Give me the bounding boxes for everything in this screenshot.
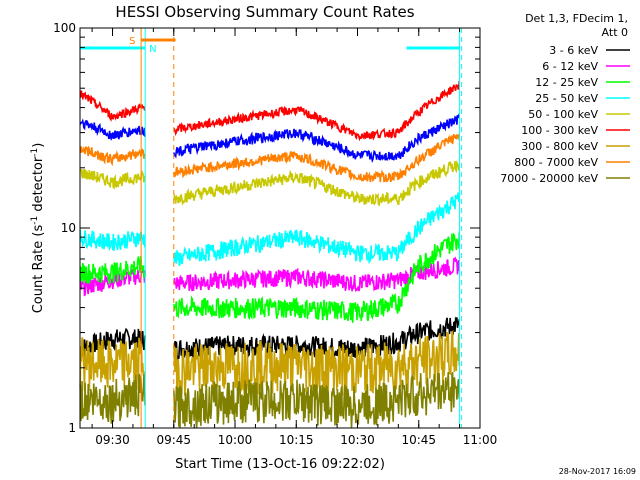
- chart-title: HESSI Observing Summary Count Rates: [115, 3, 414, 21]
- series-line-50-100-kev: [79, 159, 460, 207]
- series-line-12-25-kev: [79, 232, 461, 323]
- x-tick-label: 10:00: [218, 433, 253, 447]
- legend-label: 7000 - 20000 keV: [500, 172, 598, 185]
- legend: Det 1,3, FDecim 1,Att 0 3 - 6 keV 6 - 12 k…: [500, 12, 630, 185]
- legend-label: 12 - 25 keV: [535, 76, 598, 89]
- x-tick-label: 10:45: [401, 433, 436, 447]
- y-tick-label: 10: [61, 221, 76, 235]
- legend-label: 25 - 50 keV: [535, 92, 598, 105]
- x-tick-label: 10:15: [279, 433, 314, 447]
- legend-label: 6 - 12 keV: [542, 60, 598, 73]
- footer-timestamp: 28-Nov-2017 16:09: [559, 467, 636, 476]
- series-line-7000-20000-kev: [79, 371, 461, 429]
- x-axis-label: Start Time (13-Oct-16 09:22:02): [175, 457, 385, 472]
- legend-label: 800 - 7000 keV: [514, 156, 598, 169]
- series-line-3-6-kev: [79, 316, 461, 361]
- legend-label: 300 - 800 keV: [521, 140, 598, 153]
- series-line-25-50-kev: [79, 192, 461, 267]
- series-line-300-800-kev: [79, 329, 461, 399]
- x-tick-label: 11:00: [463, 433, 498, 447]
- x-tick-label: 09:30: [95, 433, 130, 447]
- event-markers: SN: [80, 28, 463, 428]
- series-line-unlabeled: [79, 113, 461, 164]
- night-label: N: [149, 44, 156, 55]
- legend-header: Det 1,3, FDecim 1,: [525, 12, 628, 25]
- legend-label: 50 - 100 keV: [528, 108, 598, 121]
- x-tick-label: 10:30: [340, 433, 375, 447]
- series-line-800-7000-kev: [79, 132, 461, 183]
- series-line-100-300-kev: [79, 81, 461, 142]
- axes: 09:30 09:45 10:00 10:15 10:30 10:45 11:00 1 10 10…: [53, 21, 497, 447]
- legend-header: Att 0: [602, 26, 628, 39]
- plot-area: [79, 81, 461, 429]
- legend-label: 100 - 300 keV: [521, 124, 598, 137]
- x-tick-label: 09:45: [156, 433, 191, 447]
- y-axis-label: Count Rate (s-1 detector-1): [30, 143, 46, 314]
- saa-label: S: [129, 36, 135, 47]
- y-tick-label: 1: [68, 421, 76, 435]
- legend-label: 3 - 6 keV: [549, 44, 598, 57]
- y-tick-label: 100: [53, 21, 76, 35]
